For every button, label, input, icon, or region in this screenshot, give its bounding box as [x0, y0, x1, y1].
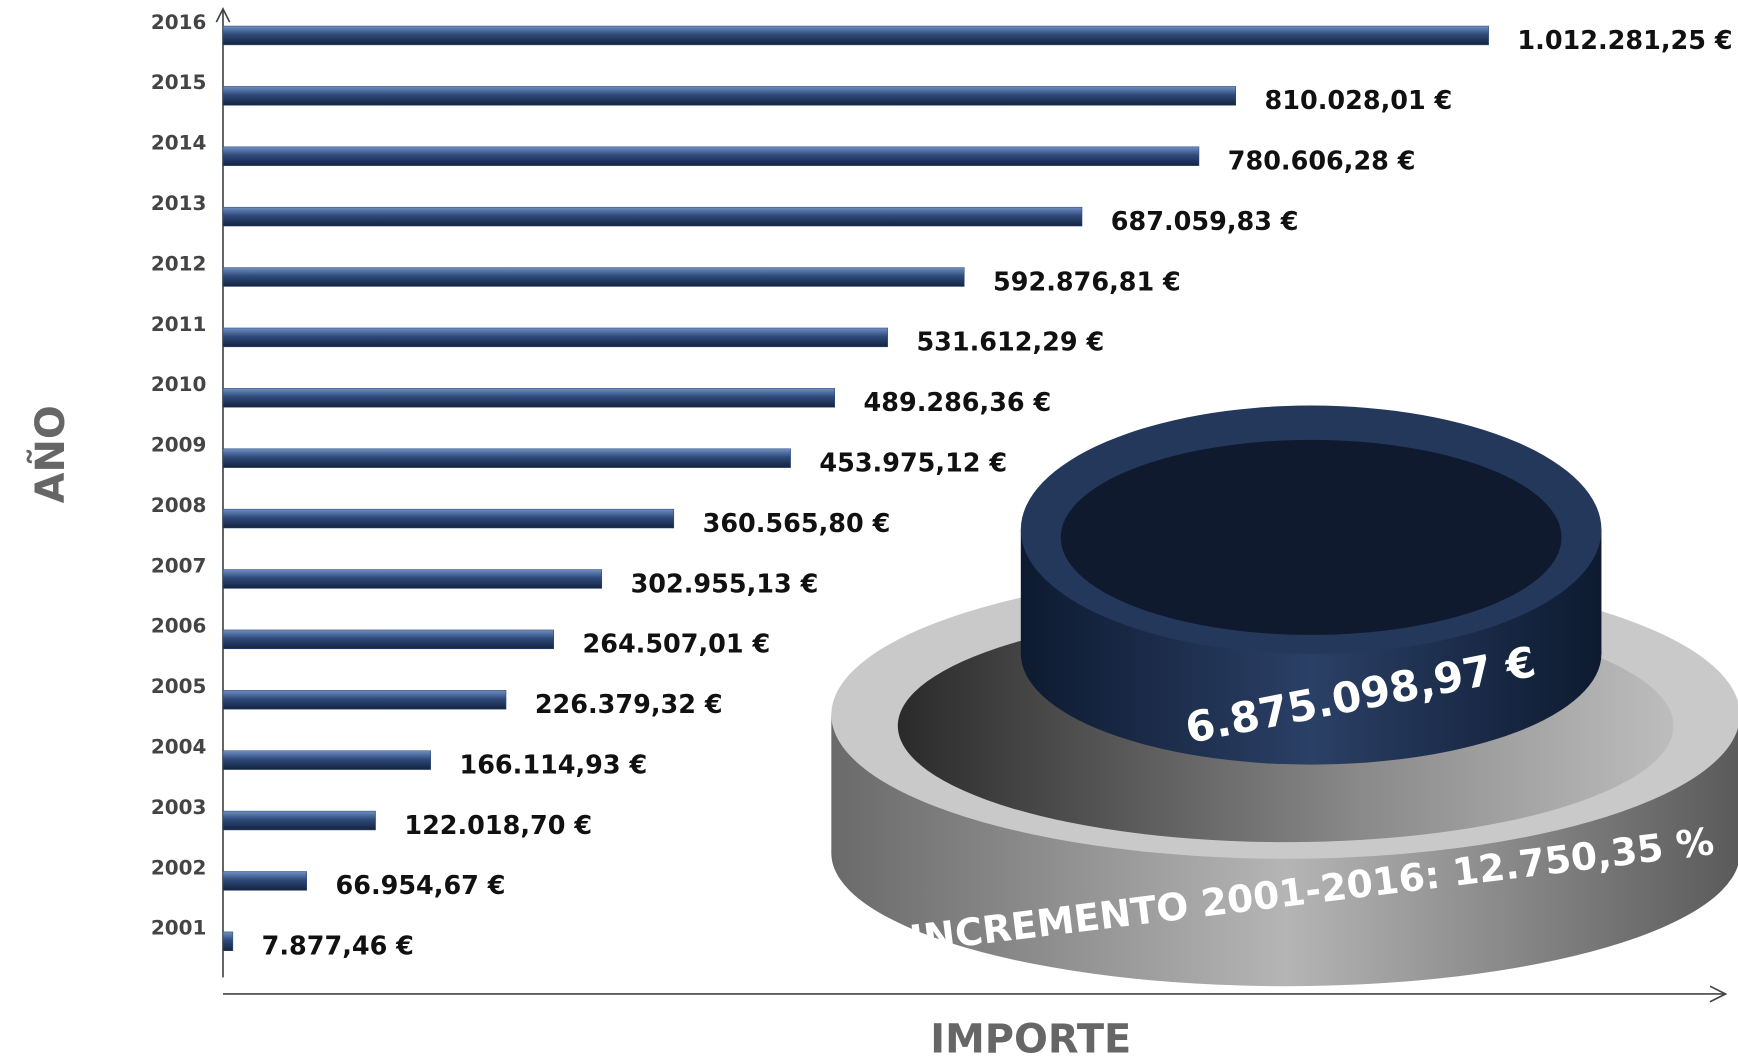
y-tick-label: 2001 — [151, 916, 207, 940]
bar — [222, 267, 965, 287]
y-tick-label: 2006 — [151, 614, 207, 638]
y-axis-arrow — [215, 7, 231, 23]
value-label: 687.059,83 € — [1111, 207, 1299, 237]
bar — [222, 448, 791, 468]
y-tick-label: 2011 — [151, 312, 207, 336]
bar — [222, 508, 675, 529]
value-label: 7.877,46 € — [262, 932, 414, 962]
value-label: 166.114,93 € — [459, 750, 647, 780]
x-axis-title: IMPORTE — [930, 1017, 1131, 1056]
y-tick-label: 2002 — [151, 855, 207, 879]
bars: 2016 1.012.281,25 € 2015 810.028,01 € 2014 78… — [151, 10, 1733, 962]
y-tick-label: 2013 — [151, 191, 207, 215]
value-label: 66.954,67 € — [336, 871, 506, 901]
y-tick-label: 2015 — [151, 70, 207, 94]
value-label: 1.012.281,25 € — [1517, 26, 1732, 56]
y-tick-label: 2003 — [151, 795, 207, 819]
y-tick-label: 2009 — [151, 433, 207, 457]
value-label: 489.286,36 € — [864, 388, 1052, 418]
y-tick-label: 2007 — [151, 553, 207, 577]
bar — [222, 871, 307, 891]
value-label: 264.507,01 € — [583, 630, 771, 660]
y-tick-label: 2014 — [151, 131, 207, 155]
y-tick-label: 2010 — [151, 372, 207, 396]
x-axis-arrow — [1709, 985, 1728, 1003]
dark-ring-hole — [1060, 439, 1562, 635]
bar — [222, 388, 836, 408]
bar — [222, 146, 1200, 166]
bar — [222, 690, 507, 710]
bar — [222, 810, 376, 831]
value-label: 453.975,12 € — [819, 448, 1007, 478]
value-label: 780.606,28 € — [1228, 147, 1416, 177]
bar — [222, 629, 554, 650]
bar — [222, 750, 431, 770]
bar — [222, 931, 234, 952]
y-axis-title: AÑO — [27, 405, 74, 503]
bar — [222, 206, 1083, 227]
y-tick-label: 2008 — [151, 493, 207, 517]
value-label: 122.018,70 € — [404, 811, 592, 841]
bar — [222, 327, 888, 348]
y-tick-label: 2012 — [151, 251, 207, 275]
value-label: 810.028,01 € — [1265, 86, 1453, 116]
y-tick-label: 2004 — [151, 734, 207, 758]
rings: 6.875.098,97 € INCREMENTO 2001-2016: 12.… — [831, 405, 1738, 987]
y-tick-label: 2005 — [151, 674, 207, 698]
value-label: 360.565,80 € — [703, 509, 891, 539]
value-label: 592.876,81 € — [993, 267, 1181, 297]
value-label: 226.379,32 € — [535, 690, 723, 720]
value-label: 302.955,13 € — [631, 569, 819, 599]
bar — [222, 25, 1489, 46]
y-tick-label: 2016 — [151, 10, 207, 34]
bar — [222, 569, 603, 589]
value-label: 531.612,29 € — [916, 328, 1104, 358]
bar — [222, 86, 1237, 106]
